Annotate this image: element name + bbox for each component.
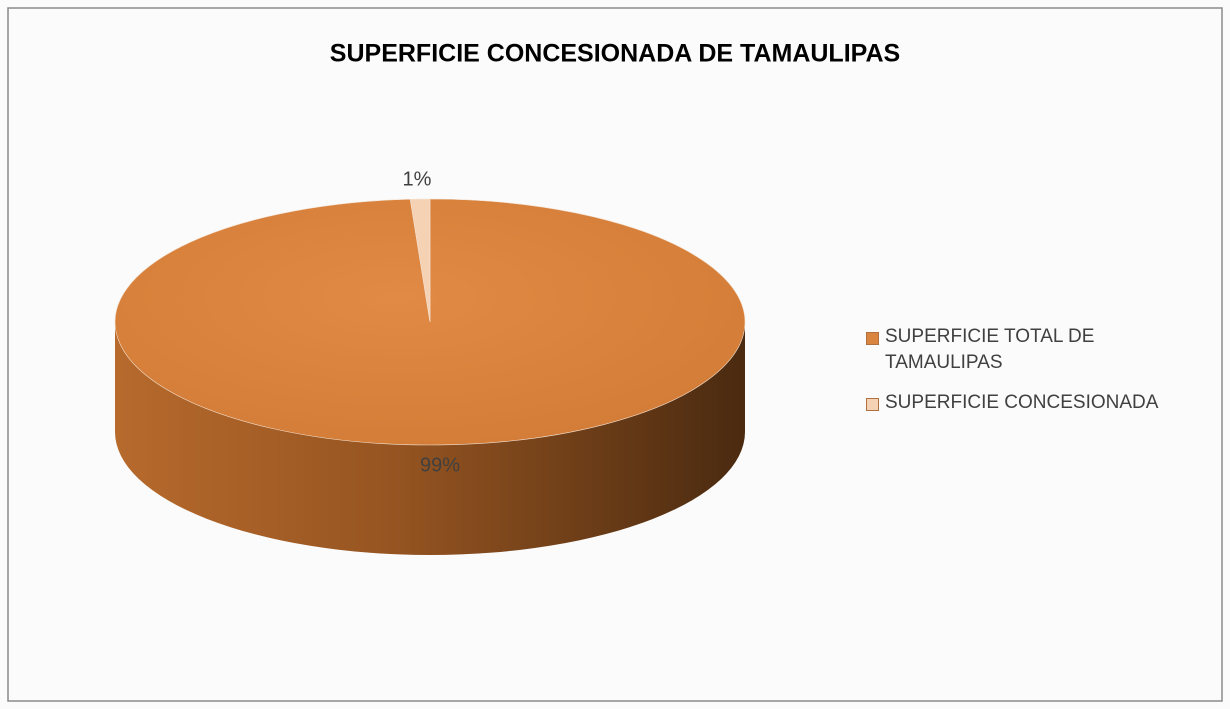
- legend-item: SUPERFICIE CONCESIONADA: [866, 390, 1216, 416]
- legend-swatch: [866, 332, 879, 345]
- chart-title: SUPERFICIE CONCESIONADA DE TAMAULIPAS: [330, 40, 900, 68]
- legend: SUPERFICIE TOTAL DE TAMAULIPAS SUPERFICIE…: [866, 324, 1216, 430]
- data-label: 1%: [403, 168, 432, 190]
- page: SUPERFICIE CONCESIONADA DE TAMAULIPAS 99…: [0, 0, 1230, 709]
- legend-label: SUPERFICIE CONCESIONADA: [885, 390, 1158, 416]
- legend-label: SUPERFICIE TOTAL DE TAMAULIPAS: [885, 324, 1216, 376]
- data-label: 99%: [420, 454, 460, 476]
- legend-swatch: [866, 398, 879, 411]
- legend-item: SUPERFICIE TOTAL DE TAMAULIPAS: [866, 324, 1216, 376]
